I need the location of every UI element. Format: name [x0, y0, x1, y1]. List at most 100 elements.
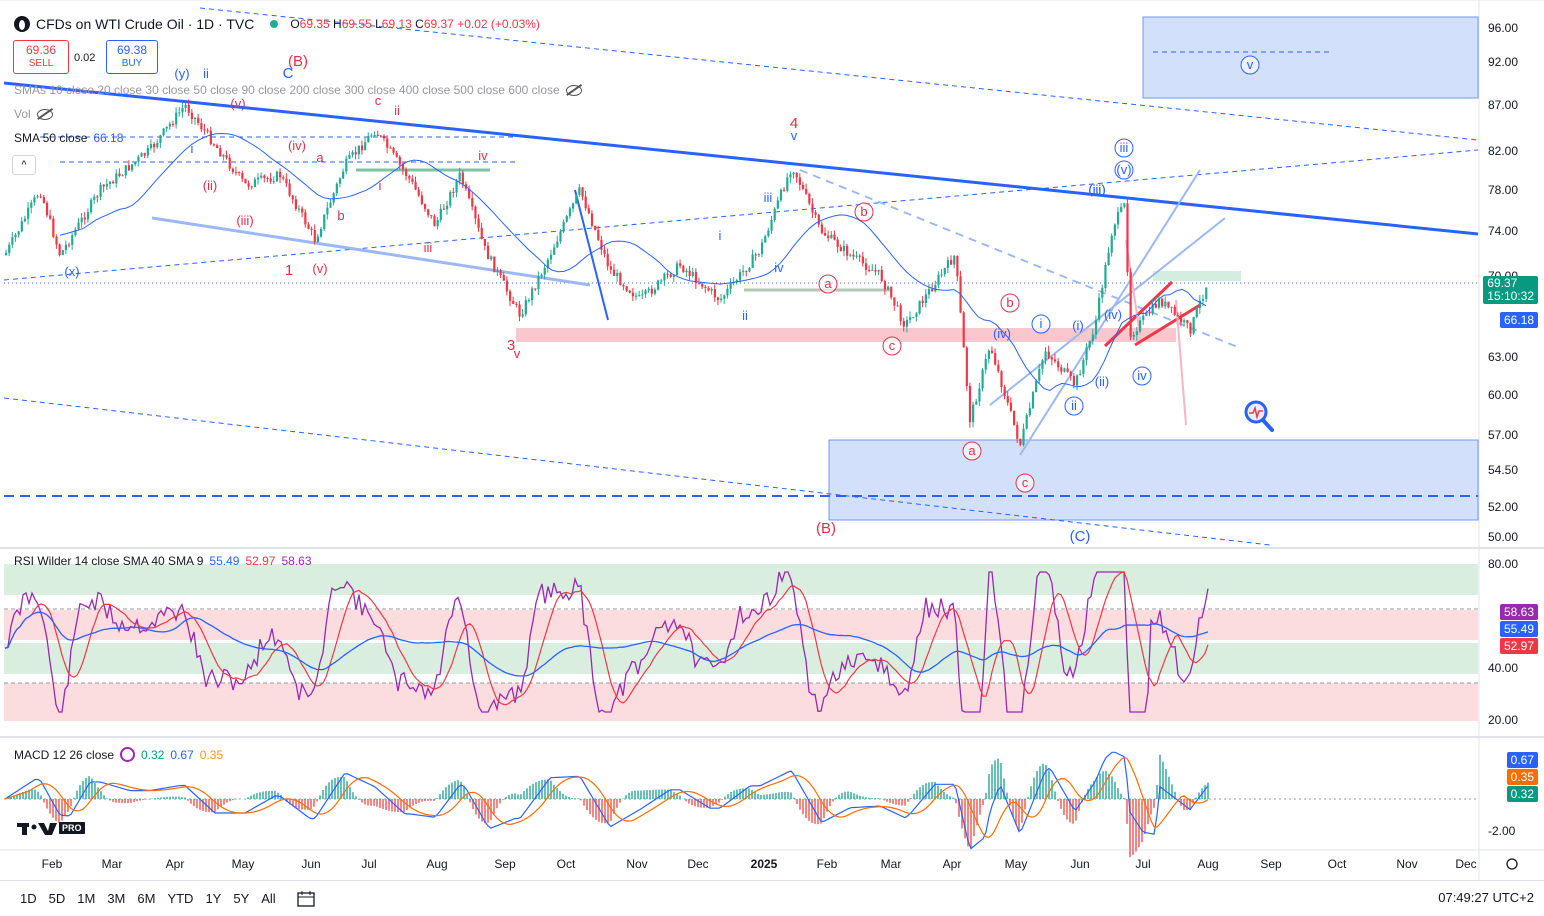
candle — [427, 209, 429, 215]
search-magnifier-icon[interactable] — [1244, 400, 1274, 432]
wave-label[interactable]: a — [824, 276, 832, 291]
sell-button[interactable]: 69.36 SELL — [13, 40, 69, 74]
wave-label[interactable]: i — [379, 178, 382, 193]
wave-label[interactable]: v — [791, 128, 798, 143]
macd-histogram-bar — [1042, 764, 1044, 799]
candle — [490, 257, 492, 260]
candle — [827, 236, 829, 238]
wave-label[interactable]: (iv) — [1104, 307, 1122, 322]
collapse-legend-button[interactable]: ^ — [12, 155, 36, 175]
tf-1y[interactable]: 1Y — [205, 891, 221, 906]
utc-clock[interactable]: 07:49:27 UTC+2 — [1438, 890, 1534, 905]
price-axis-tick: 82.00 — [1488, 144, 1518, 158]
price-axis-tick: 96.00 — [1488, 21, 1518, 35]
tf-ytd[interactable]: YTD — [167, 891, 193, 906]
candle — [887, 287, 889, 290]
wave-label[interactable]: c — [889, 338, 896, 353]
wave-label[interactable]: (v) — [1116, 162, 1131, 177]
wave-label[interactable]: i — [191, 141, 194, 156]
smas-legend[interactable]: SMAs 10 close 20 close 30 close 50 close… — [14, 83, 582, 97]
candle — [689, 271, 691, 276]
tf-1d[interactable]: 1D — [20, 891, 37, 906]
rsi-legend[interactable]: RSI Wilder 14 close SMA 40 SMA 9 55.49 5… — [14, 554, 312, 568]
candle — [1010, 403, 1012, 411]
wave-label[interactable]: 1 — [285, 262, 293, 279]
tf-1m[interactable]: 1M — [77, 891, 95, 906]
wave-label[interactable]: a — [968, 443, 976, 458]
wave-label[interactable]: (y) — [174, 66, 189, 81]
symbol-title[interactable]: CFDs on WTI Crude Oil · 1D · TVC — [36, 16, 254, 32]
macd-histogram-bar — [910, 798, 912, 799]
buy-button[interactable]: 69.38 BUY — [106, 40, 158, 74]
wave-label[interactable]: (ii) — [1095, 374, 1109, 389]
macd-histogram-bar — [574, 798, 576, 799]
wave-label[interactable]: a — [316, 150, 324, 165]
wave-label[interactable]: ii — [1071, 398, 1077, 413]
macd-histogram-bar — [868, 798, 870, 799]
wave-label[interactable]: (v) — [230, 96, 245, 111]
wave-label[interactable]: (C) — [1070, 528, 1091, 545]
axis-settings-icon[interactable] — [1507, 859, 1517, 869]
wave-label[interactable]: iv — [774, 260, 784, 275]
candle — [323, 215, 325, 229]
wave-label[interactable]: iv — [1137, 368, 1147, 383]
calendar-range-icon[interactable] — [296, 890, 318, 908]
wave-label[interactable]: b — [860, 204, 867, 219]
wave-label[interactable]: c — [1022, 475, 1029, 490]
time-axis-tick: Jun — [1070, 857, 1089, 871]
wave-label[interactable]: (ii) — [203, 178, 217, 193]
wave-label[interactable]: (iii) — [236, 213, 253, 228]
wave-label[interactable]: (v) — [312, 261, 327, 276]
candle — [805, 189, 807, 194]
macd-histogram-bar — [313, 799, 315, 807]
wave-label[interactable]: iv — [478, 148, 488, 163]
vol-legend[interactable]: Vol — [14, 107, 53, 121]
wave-label[interactable]: iii — [424, 240, 433, 255]
wave-label[interactable]: (iv) — [288, 138, 306, 153]
tf-5d[interactable]: 5D — [49, 891, 66, 906]
candle — [59, 244, 61, 255]
candle — [1142, 316, 1144, 320]
tf-5y[interactable]: 5Y — [233, 891, 249, 906]
wave-label[interactable]: (x) — [64, 264, 79, 279]
wave-label[interactable]: i — [719, 228, 722, 243]
macd-histogram-bar — [232, 799, 234, 800]
wave-label[interactable]: (B) — [816, 520, 836, 537]
wave-label[interactable]: v — [1247, 57, 1254, 72]
hidden-eye-icon[interactable] — [37, 109, 53, 120]
wave-label[interactable]: b — [1006, 295, 1013, 310]
wave-label[interactable]: i — [1040, 316, 1043, 331]
candle — [591, 213, 593, 225]
price-axis-tick: 57.00 — [1488, 428, 1518, 442]
candle — [5, 253, 7, 255]
macd-histogram-bar — [856, 795, 858, 799]
tradingview-logo[interactable]: PRO — [17, 820, 85, 836]
tf-all[interactable]: All — [261, 891, 275, 906]
settings-icon[interactable] — [120, 747, 135, 762]
tf-6m[interactable]: 6M — [137, 891, 155, 906]
wave-label[interactable]: (i) — [1072, 318, 1084, 333]
macd-histogram-bar — [919, 787, 921, 799]
wave-label[interactable]: v — [514, 346, 521, 361]
macd-histogram-bar — [796, 799, 798, 804]
macd-legend[interactable]: MACD 12 26 close 0.32 0.67 0.35 — [14, 747, 223, 762]
tf-3m[interactable]: 3M — [107, 891, 125, 906]
wave-label[interactable]: b — [337, 208, 344, 223]
candle — [367, 136, 369, 142]
wave-label[interactable]: (iii) — [1088, 182, 1105, 197]
wave-label[interactable]: ii — [203, 66, 209, 81]
wave-label[interactable]: C — [283, 65, 294, 82]
wave-label[interactable]: iii — [1120, 140, 1129, 155]
macd-histogram-bar — [553, 785, 555, 799]
wave-label[interactable]: iii — [764, 190, 773, 205]
wave-label[interactable]: ii — [742, 308, 748, 323]
wave-label[interactable]: ii — [394, 103, 400, 118]
candle — [701, 283, 703, 287]
hidden-eye-icon[interactable] — [566, 85, 582, 96]
sma50-legend[interactable]: SMA 50 close 66.18 — [14, 131, 123, 145]
candle — [339, 178, 341, 183]
macd-histogram-bar — [901, 799, 903, 806]
wave-label[interactable]: (iv) — [993, 326, 1011, 341]
candle — [433, 216, 435, 226]
